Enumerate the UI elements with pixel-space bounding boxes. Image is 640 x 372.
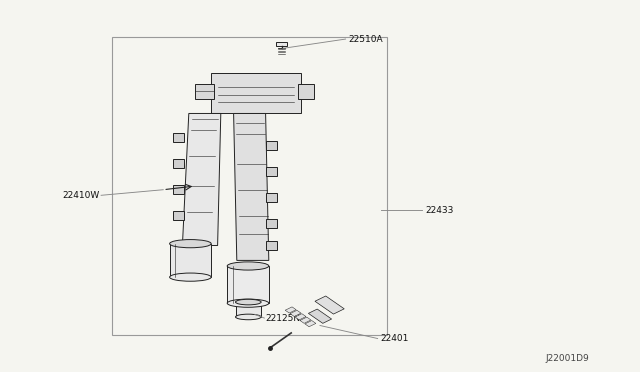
Bar: [112, 37, 387, 335]
Bar: [173, 211, 184, 220]
Polygon shape: [290, 310, 301, 317]
Bar: [266, 241, 277, 250]
Bar: [195, 84, 214, 99]
Ellipse shape: [236, 314, 261, 320]
Text: 22401: 22401: [381, 334, 409, 343]
Bar: [170, 244, 211, 277]
Bar: [211, 73, 301, 113]
Ellipse shape: [236, 299, 261, 305]
Ellipse shape: [170, 240, 211, 248]
Bar: [173, 133, 184, 142]
Polygon shape: [295, 314, 306, 320]
Polygon shape: [315, 296, 344, 314]
Polygon shape: [182, 113, 221, 246]
Text: 22433: 22433: [426, 206, 454, 215]
Polygon shape: [300, 317, 311, 323]
Bar: [276, 42, 287, 46]
Ellipse shape: [227, 262, 269, 270]
Ellipse shape: [227, 299, 269, 307]
Text: 22410W: 22410W: [62, 191, 99, 200]
Polygon shape: [308, 309, 332, 323]
Bar: [173, 159, 184, 168]
Bar: [227, 266, 269, 303]
Bar: [266, 167, 277, 176]
Text: 22125N: 22125N: [266, 314, 301, 323]
Bar: [266, 219, 277, 228]
Polygon shape: [234, 113, 269, 260]
Polygon shape: [305, 321, 316, 327]
Ellipse shape: [170, 273, 211, 281]
Bar: [236, 302, 261, 317]
Bar: [266, 141, 277, 150]
Bar: [173, 185, 184, 194]
Bar: [266, 193, 277, 202]
Text: 22510A: 22510A: [349, 35, 383, 44]
Text: J22001D9: J22001D9: [545, 354, 589, 363]
Bar: [298, 84, 314, 99]
Polygon shape: [285, 307, 296, 313]
